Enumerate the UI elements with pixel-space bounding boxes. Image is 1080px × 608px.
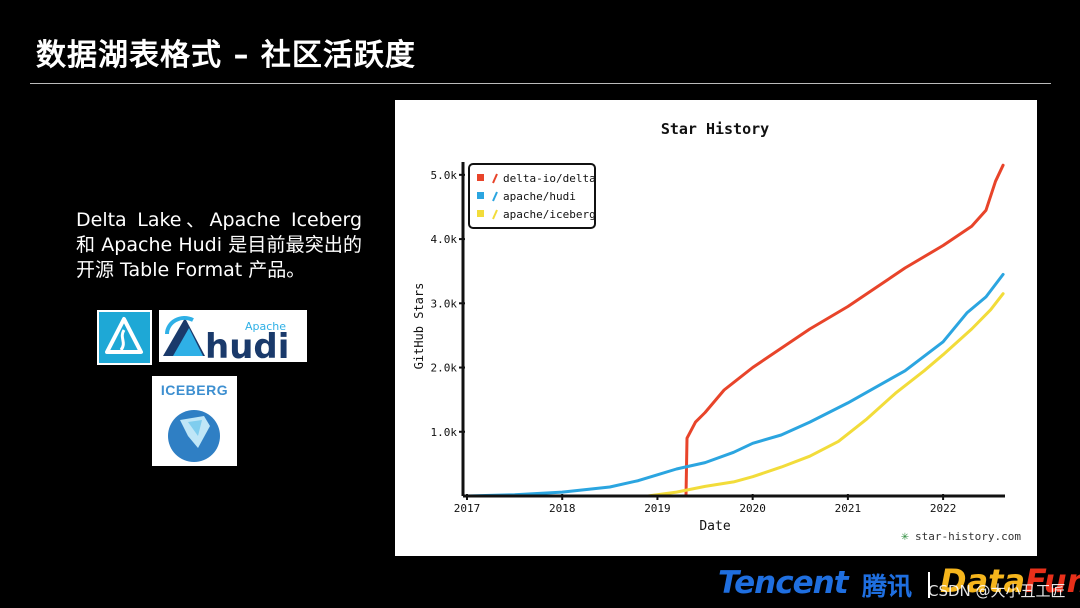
legend-entry: delta-io/delta — [503, 172, 596, 185]
hudi-apache-label: Apache — [245, 320, 286, 333]
legend-mark — [492, 191, 498, 202]
apache-iceberg-logo: ICEBERG — [152, 376, 237, 466]
star-history-watermark-icon: ✳ — [901, 529, 909, 544]
y-tick-label: 3.0k — [431, 297, 458, 310]
legend-mark — [492, 209, 498, 220]
x-tick-label: 2018 — [549, 502, 576, 515]
slide-title: 数据湖表格式 – 社区活跃度 — [36, 38, 416, 73]
x-tick-label: 2019 — [644, 502, 671, 515]
y-axis-label: GitHub Stars — [412, 283, 426, 370]
datafun-logo: DataFun. — [940, 562, 1080, 600]
csdn-watermark: CSDN @大小丑工匠 — [928, 582, 1066, 600]
legend-entry: apache/hudi — [503, 190, 576, 203]
iceberg-wordmark: ICEBERG — [160, 382, 229, 398]
chart-svg: Star History 1.0k 2.0k 3.0k 4.0k 5.0k 2017 20… — [412, 120, 1021, 544]
delta-lake-logo — [97, 310, 152, 365]
hudi-icon: Apache hudi — [163, 315, 289, 367]
star-history-chart: Star History 1.0k 2.0k 3.0k 4.0k 5.0k 2017 20… — [395, 100, 1037, 556]
star-history-watermark-text: star-history.com — [915, 530, 1021, 543]
chart-title: Star History — [661, 120, 769, 138]
y-tick-label: 4.0k — [431, 233, 458, 246]
chart-legend: delta-io/delta apache/hudi apache/iceberg — [468, 163, 596, 229]
y-tick-label: 5.0k — [431, 169, 458, 182]
x-tick-label: 2022 — [930, 502, 957, 515]
x-tick-label: 2021 — [835, 502, 862, 515]
title-divider — [30, 83, 1051, 84]
y-tick-label: 2.0k — [431, 362, 458, 375]
apache-hudi-logo: Apache hudi — [159, 310, 307, 367]
iceberg-icon — [168, 410, 220, 462]
star-history-watermark: ✳ star-history.com — [901, 529, 1021, 544]
slide-description: Delta Lake、Apache Iceberg 和 Apache Hudi … — [76, 209, 362, 281]
legend-mark — [492, 173, 498, 184]
tencent-cn-logo: 腾讯 — [862, 572, 913, 601]
datafun-logo-data: Data — [940, 562, 1026, 600]
delta-lake-icon — [99, 312, 150, 363]
datafun-logo-fun: Fun. — [1025, 562, 1080, 600]
y-tick-label: 1.0k — [431, 426, 458, 439]
series-line-apache-hudi — [465, 272, 1005, 498]
footer-separator — [928, 572, 930, 598]
hudi-wordmark: hudi — [205, 327, 289, 362]
series-line-apache-iceberg — [646, 292, 1005, 498]
legend-swatch — [477, 192, 484, 199]
series-line-delta-io-delta — [684, 163, 1005, 498]
x-tick-label: 2017 — [454, 502, 481, 515]
legend-swatch — [477, 174, 484, 181]
legend-swatch — [477, 210, 484, 217]
x-tick-label: 2020 — [739, 502, 766, 515]
legend-entry: apache/iceberg — [503, 208, 596, 221]
tencent-logo: Tencent — [718, 565, 849, 601]
x-axis-label: Date — [699, 519, 730, 534]
